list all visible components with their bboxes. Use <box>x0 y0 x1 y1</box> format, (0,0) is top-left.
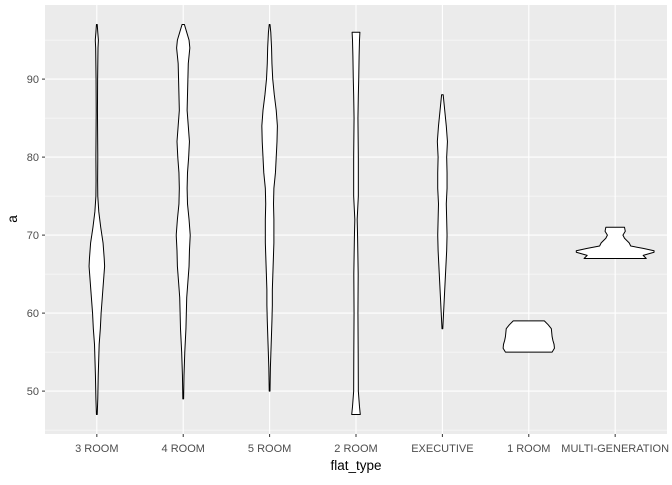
x-tick-label: 2 ROOM <box>334 443 377 455</box>
violin-shape <box>351 31 361 415</box>
x-axis-title: flat_type <box>330 458 381 473</box>
y-tick-label: 90 <box>27 74 39 86</box>
x-tick-label: MULTI-GENERATION <box>561 443 669 455</box>
y-tick-label: 80 <box>27 152 39 164</box>
x-tick-label: EXECUTIVE <box>411 443 473 455</box>
violin-shape <box>502 320 555 353</box>
violin-shape <box>261 24 278 392</box>
x-tick-label: 1 ROOM <box>507 443 550 455</box>
y-tick-label: 70 <box>27 230 39 242</box>
violin-shape <box>575 226 655 259</box>
violin-shape <box>175 24 191 400</box>
violin-shape <box>88 24 106 415</box>
x-tick-label: 4 ROOM <box>162 443 205 455</box>
violin-series <box>88 24 655 415</box>
violin-shape <box>436 94 448 330</box>
x-tick-label: 5 ROOM <box>248 443 291 455</box>
y-axis-ticks: 50 60 70 80 90 <box>27 74 45 398</box>
y-tick-label: 60 <box>27 308 39 320</box>
x-axis-ticks: 3 ROOM 4 ROOM 5 ROOM 2 ROOM EXECUTIVE 1 ROOM M… <box>75 434 669 455</box>
y-tick-label: 50 <box>27 386 39 398</box>
x-tick-label: 3 ROOM <box>75 443 118 455</box>
y-axis-title: a <box>5 215 20 223</box>
